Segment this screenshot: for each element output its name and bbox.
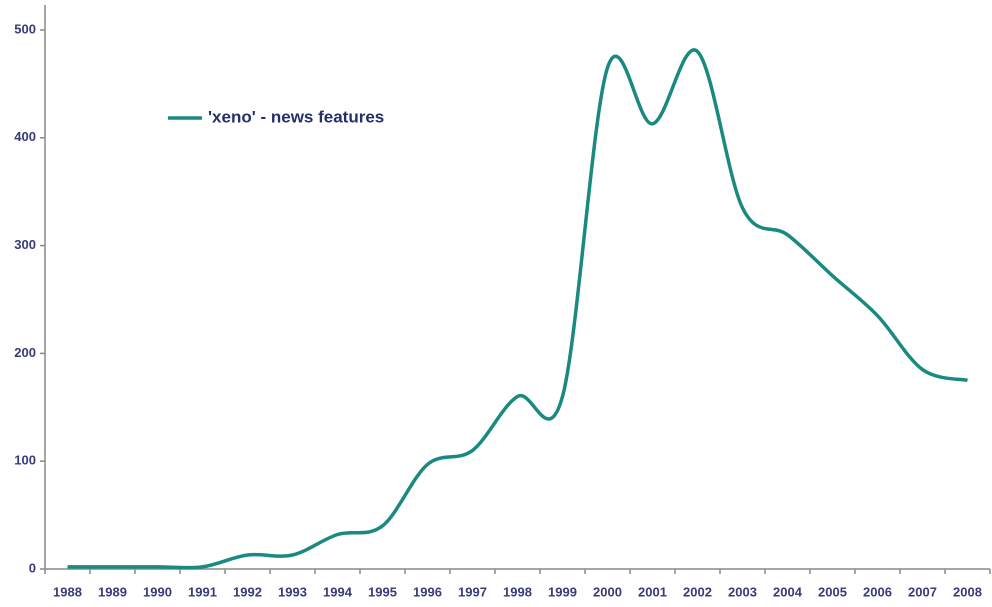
y-tick-label: 200 xyxy=(14,345,36,360)
x-tick-label: 2001 xyxy=(638,584,667,599)
x-tick-label: 1989 xyxy=(98,584,127,599)
x-tick-label: 1995 xyxy=(368,584,397,599)
x-tick-label: 2005 xyxy=(818,584,847,599)
line xyxy=(67,48,968,570)
x-tick-label: 2004 xyxy=(773,584,803,599)
x-tick-label: 2008 xyxy=(953,584,982,599)
x-tick-label: 1996 xyxy=(413,584,442,599)
x-tick-label: 2006 xyxy=(863,584,892,599)
x-tick-label: 2002 xyxy=(683,584,712,599)
x-tick-label: 2000 xyxy=(593,584,622,599)
legend-text: 'xeno' - news features xyxy=(208,107,384,126)
x-tick-label: 1988 xyxy=(53,584,82,599)
y-tick-label: 300 xyxy=(14,237,36,252)
x-tick-label: 1991 xyxy=(188,584,217,599)
x-tick-label: 2007 xyxy=(908,584,937,599)
x-tick-label: 1997 xyxy=(458,584,487,599)
x-tick-label: 1993 xyxy=(278,584,307,599)
y-tick-label: 100 xyxy=(14,453,36,468)
x-tick-label: 1998 xyxy=(503,584,532,599)
y-tick-label: 500 xyxy=(14,21,36,36)
x-tick-label: 1992 xyxy=(233,584,262,599)
y-tick-label: 400 xyxy=(14,129,36,144)
x-tick-label: 1994 xyxy=(323,584,353,599)
y-tick-label: 0 xyxy=(29,560,36,575)
x-tick-label: 1999 xyxy=(548,584,577,599)
x-tick-label: 2003 xyxy=(728,584,757,599)
x-tick-label: 1990 xyxy=(143,584,172,599)
